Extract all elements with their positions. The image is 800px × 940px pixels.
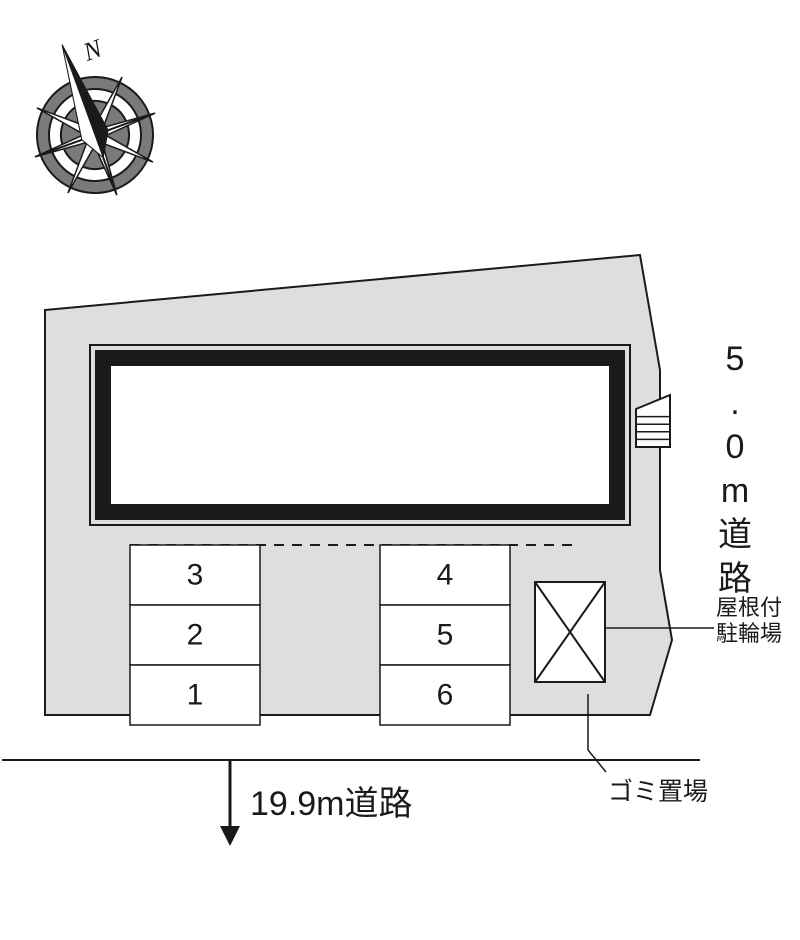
south-road-label: 19.9m道路 <box>250 785 413 823</box>
east-road-label: 5 <box>726 340 745 378</box>
parking-left-label: 1 <box>187 679 204 712</box>
parking-right: 4 5 6 <box>380 545 510 725</box>
east-road-label: . <box>730 384 739 422</box>
bike-shed-label: 駐輪場 <box>716 621 782 646</box>
east-road-label: m <box>721 472 749 510</box>
parking-right-label: 6 <box>437 679 454 712</box>
east-road-label: 0 <box>726 428 745 466</box>
parking-right-label: 4 <box>437 559 454 592</box>
parking-left-label: 3 <box>187 559 204 592</box>
bike-shed-label: 屋根付 <box>716 595 782 620</box>
compass-icon: N <box>2 23 177 217</box>
compass-n-label: N <box>78 33 107 67</box>
building-inner <box>108 363 612 507</box>
south-arrow-head <box>220 826 240 846</box>
east-road-label: 道 <box>718 516 752 554</box>
east-road-label: 路 <box>718 560 752 598</box>
parking-left: 3 2 1 <box>130 545 260 725</box>
parking-left-label: 2 <box>187 619 204 652</box>
bike-shed <box>535 582 605 682</box>
trash-label: ゴミ置場 <box>608 778 708 806</box>
parking-right-label: 5 <box>437 619 454 652</box>
